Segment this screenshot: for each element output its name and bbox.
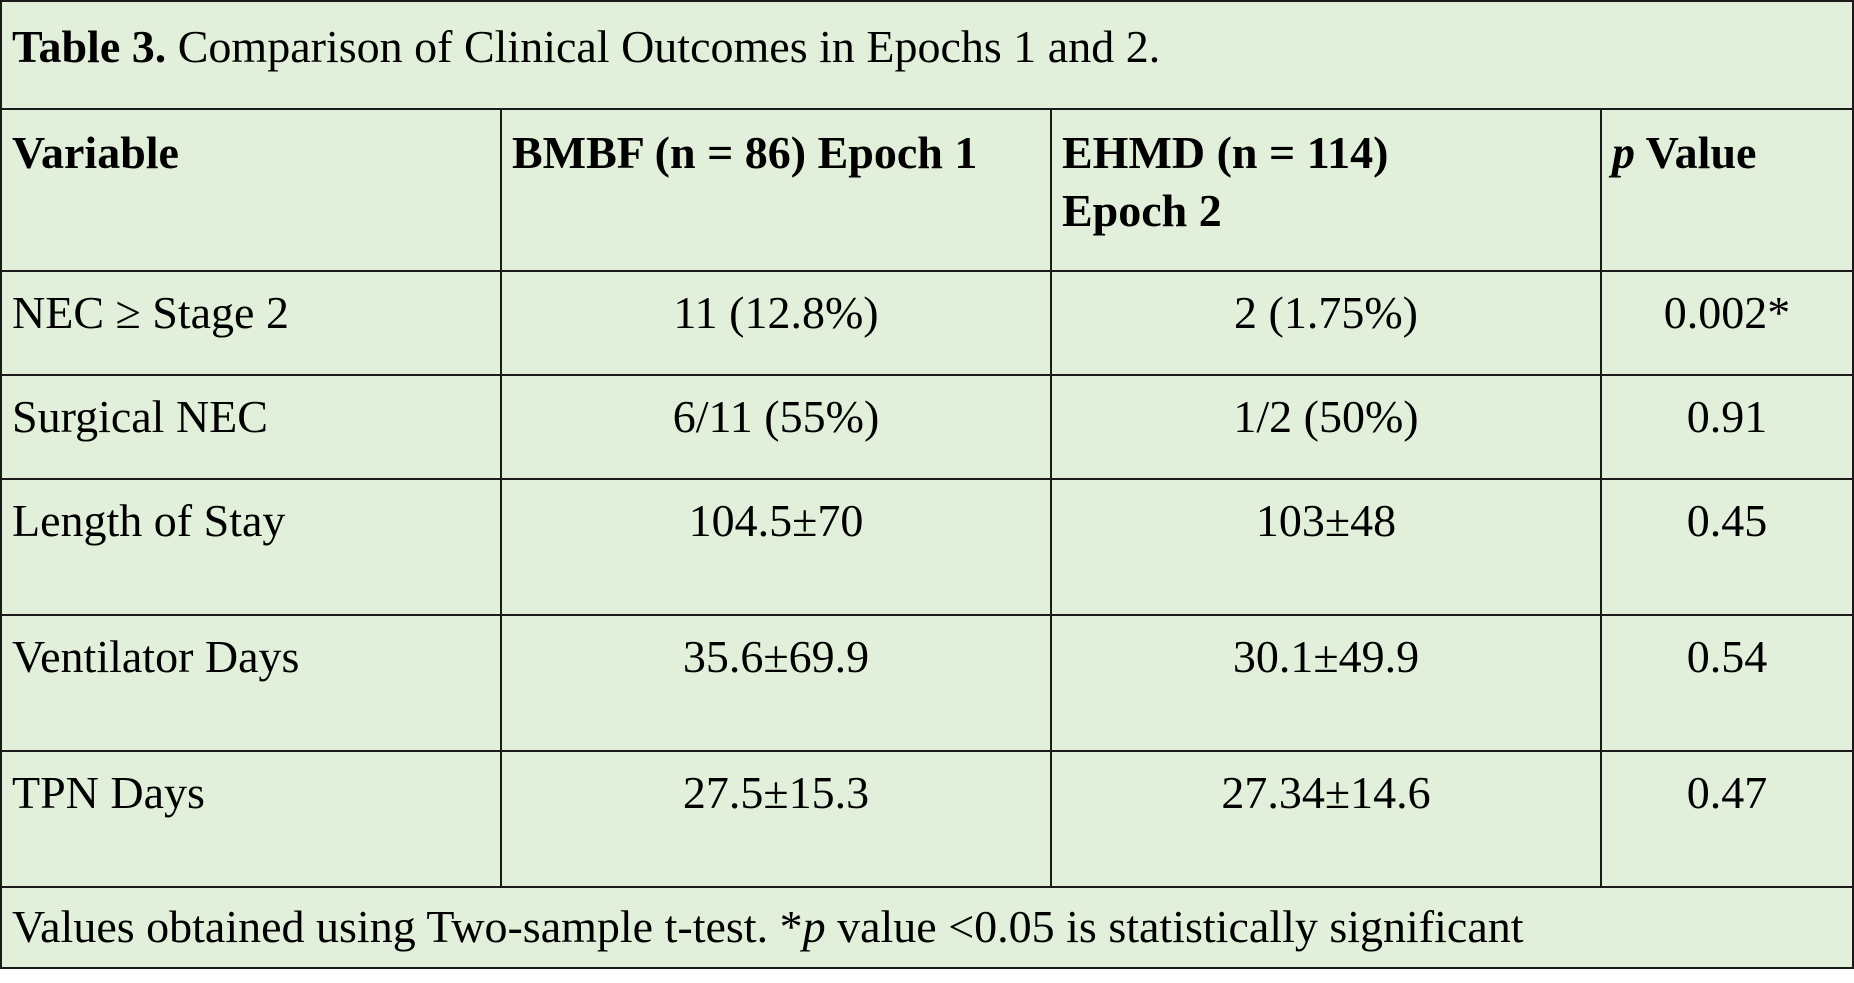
row-bmbf-value: 6/11 (55%) <box>500 374 1052 480</box>
table-caption: Table 3. Comparison of Clinical Outcomes… <box>0 0 1854 110</box>
row-p-value: 0.91 <box>1599 374 1854 480</box>
header-p-value: p Value <box>1599 108 1854 272</box>
row-p-value: 0.47 <box>1599 750 1854 888</box>
header-row: Variable BMBF (n = 86) Epoch 1 EHMD (n =… <box>0 108 1854 272</box>
table-row: Length of Stay 104.5±70 103±48 0.45 <box>0 478 1854 616</box>
header-bmbf-label: BMBF (n = 86) Epoch 1 <box>512 127 978 178</box>
row-p-value: 0.45 <box>1599 478 1854 616</box>
footnote-part1: Values obtained using Two-sample t-test.… <box>12 901 803 952</box>
table-row: TPN Days 27.5±15.3 27.34±14.6 0.47 <box>0 750 1854 888</box>
row-ehmd-value: 103±48 <box>1050 478 1602 616</box>
row-variable: Length of Stay <box>0 478 502 616</box>
row-bmbf-value: 104.5±70 <box>500 478 1052 616</box>
row-variable: Surgical NEC <box>0 374 502 480</box>
row-p-value: 0.002* <box>1599 270 1854 376</box>
row-ehmd-value: 27.34±14.6 <box>1050 750 1602 888</box>
row-ehmd-value: 30.1±49.9 <box>1050 614 1602 752</box>
footnote-part2: value <0.05 is statistically significant <box>825 901 1524 952</box>
row-variable: NEC ≥ Stage 2 <box>0 270 502 376</box>
table-footnote: Values obtained using Two-sample t-test.… <box>0 886 1854 969</box>
footer-row: Values obtained using Two-sample t-test.… <box>0 886 1854 969</box>
row-p-value: 0.54 <box>1599 614 1854 752</box>
header-p-italic: p <box>1612 127 1635 178</box>
table-row: NEC ≥ Stage 2 11 (12.8%) 2 (1.75%) 0.002… <box>0 270 1854 376</box>
header-bmbf: BMBF (n = 86) Epoch 1 <box>500 108 1052 272</box>
row-bmbf-value: 27.5±15.3 <box>500 750 1052 888</box>
row-variable: Ventilator Days <box>0 614 502 752</box>
row-variable: TPN Days <box>0 750 502 888</box>
caption-label: Table 3. <box>12 21 167 72</box>
header-ehmd: EHMD (n = 114) Epoch 2 <box>1050 108 1602 272</box>
row-ehmd-value: 1/2 (50%) <box>1050 374 1602 480</box>
header-ehmd-line2: Epoch 2 <box>1062 185 1222 236</box>
table-row: Surgical NEC 6/11 (55%) 1/2 (50%) 0.91 <box>0 374 1854 480</box>
header-variable: Variable <box>0 108 502 272</box>
row-bmbf-value: 35.6±69.9 <box>500 614 1052 752</box>
header-ehmd-line1: EHMD (n = 114) <box>1062 127 1389 178</box>
table-row: Ventilator Days 35.6±69.9 30.1±49.9 0.54 <box>0 614 1854 752</box>
caption-text: Comparison of Clinical Outcomes in Epoch… <box>166 21 1161 72</box>
caption-row: Table 3. Comparison of Clinical Outcomes… <box>0 0 1854 110</box>
row-bmbf-value: 11 (12.8%) <box>500 270 1052 376</box>
footnote-p-italic: p <box>802 901 826 952</box>
row-ehmd-value: 2 (1.75%) <box>1050 270 1602 376</box>
header-p-rest: Value <box>1635 127 1757 178</box>
header-variable-label: Variable <box>12 127 179 178</box>
